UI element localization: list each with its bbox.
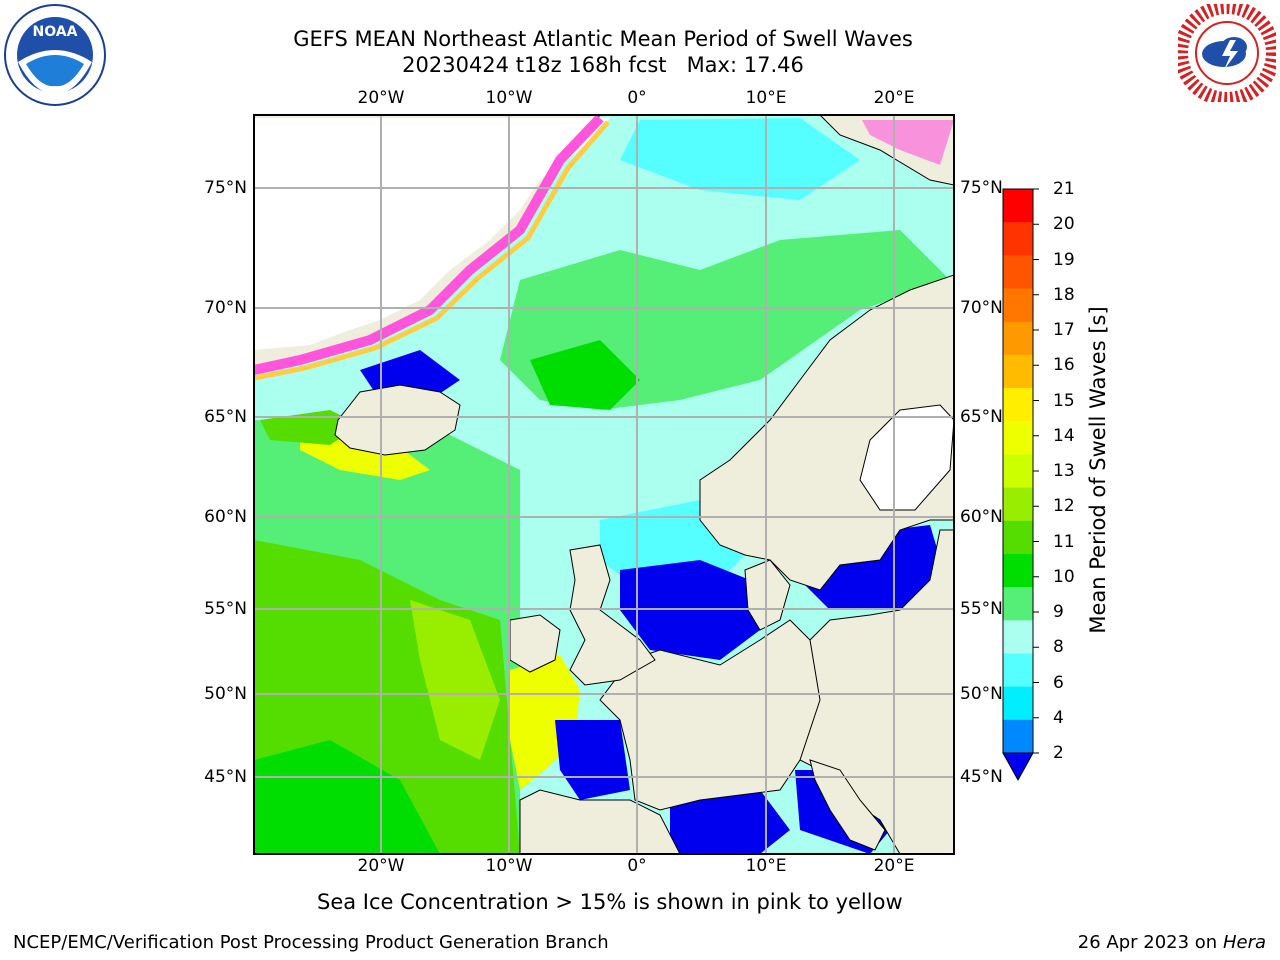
footer-machine: Hera [1222,932,1266,953]
colorbar-segment [1003,255,1033,290]
footer-organization: NCEP/EMC/Verification Post Processing Pr… [13,932,609,953]
colorbar-tick-label: 16 [1053,355,1075,376]
sea-ice-caption: Sea Ice Concentration > 15% is shown in … [317,890,903,914]
colorbar-extend-triangle [1002,752,1034,782]
lon-label-top-10e: 10°E [745,88,787,108]
lon-label-top-20w: 20°W [357,88,405,108]
lat-label-left-70n: 70°N [204,298,247,318]
colorbar [1002,188,1039,782]
colorbar-segment [1003,587,1033,621]
graticule [254,115,954,854]
colorbar-segment [1003,421,1033,455]
lat-label-left-60n: 60°N [204,507,247,527]
colorbar-tick-label: 14 [1053,425,1075,446]
footer-date: 26 Apr 2023 on Hera [1078,932,1266,953]
colorbar-segment [1003,354,1033,389]
noaa-logo-text: NOAA [33,24,78,40]
lat-label-right-60n: 60°N [960,507,1003,527]
colorbar-tick-label: 18 [1053,284,1075,305]
colorbar-segment [1003,620,1033,654]
colorbar-label: Mean Period of Swell Waves [s] [1086,306,1110,634]
colorbar-segment [1003,653,1033,688]
nws-logo [1178,4,1276,102]
colorbar-segment [1003,189,1033,223]
colorbar-segment [1003,719,1033,754]
footer-date-text: 26 Apr 2023 on [1077,932,1218,953]
colorbar-tick-label: 13 [1053,461,1075,481]
lon-label-bottom-20e: 20°E [873,856,915,876]
noaa-logo: NOAA [4,4,106,106]
colorbar-segment [1003,288,1033,323]
colorbar-tick-label: 10 [1053,566,1075,587]
colorbar-tick-label: 2 [1053,743,1064,763]
colorbar-tick-label: 20 [1053,214,1075,235]
map-field [254,115,954,854]
colorbar-segment [1003,520,1033,555]
lat-label-left-75n: 75°N [204,178,247,198]
lat-label-right-55n: 55°N [960,599,1003,619]
colorbar-segment [1003,487,1033,522]
lat-label-right-45n: 45°N [960,767,1003,787]
colorbar-tick-label: 15 [1053,390,1075,411]
colorbar-segment [1003,388,1033,422]
colorbar-tick-label: 17 [1053,320,1075,340]
lat-label-left-65n: 65°N [204,407,247,427]
lon-label-bottom-10e: 10°E [745,856,787,876]
lat-label-left-55n: 55°N [204,599,247,619]
colorbar-tick-label: 12 [1053,496,1075,517]
lon-label-bottom-10w: 10°W [485,856,533,876]
colorbar-tick-label: 4 [1053,707,1064,728]
colorbar-segment [1003,321,1033,356]
lat-label-left-45n: 45°N [204,767,247,787]
map-title: GEFS MEAN Northeast Atlantic Mean Period… [293,27,913,51]
colorbar-segment [1003,686,1033,721]
colorbar-segment [1003,553,1033,588]
lat-label-right-70n: 70°N [960,298,1003,318]
lon-label-bottom-20w: 20°W [357,856,405,876]
lon-label-bottom-0: 0° [627,856,647,876]
lat-label-left-50n: 50°N [204,684,247,704]
colorbar-tick-label: 8 [1053,637,1064,658]
colorbar-tick-label: 6 [1053,672,1064,693]
map-subtitle: 20230424 t18z 168h fcst Max: 17.46 [402,53,804,77]
colorbar-segment [1003,454,1033,489]
lon-label-top-0: 0° [627,88,647,108]
colorbar-tick-label: 9 [1053,602,1064,622]
colorbar-tick-label: 11 [1053,531,1075,552]
colorbar-segment [1003,222,1033,256]
lat-label-right-75n: 75°N [960,178,1003,198]
map-frame [253,114,955,855]
lat-label-right-50n: 50°N [960,684,1003,704]
lon-label-top-20e: 20°E [873,88,915,108]
colorbar-tick-label: 19 [1053,249,1075,270]
lon-label-top-10w: 10°W [485,88,533,108]
colorbar-tick-label: 21 [1053,179,1075,199]
lat-label-right-65n: 65°N [960,407,1003,427]
